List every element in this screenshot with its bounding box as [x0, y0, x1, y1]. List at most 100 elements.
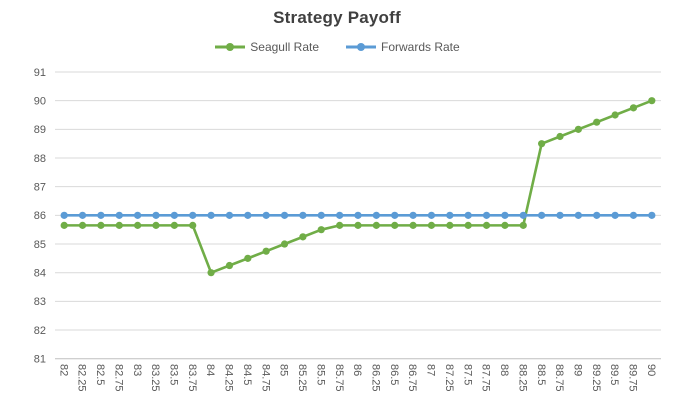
data-point-marker-seagull-rate — [317, 226, 325, 234]
data-point-marker-forwards-rate — [299, 211, 307, 219]
data-point-marker-seagull-rate — [336, 221, 344, 229]
data-point-marker-forwards-rate — [519, 211, 527, 219]
data-point-marker-seagull-rate — [556, 132, 564, 141]
y-axis-label: 89 — [34, 124, 46, 136]
data-point-marker-forwards-rate — [464, 211, 472, 219]
data-point-marker-forwards-rate — [409, 211, 417, 219]
data-point-marker-forwards-rate — [556, 211, 564, 219]
x-axis-label: 84.5 — [241, 364, 253, 385]
data-point-marker-seagull-rate — [134, 221, 142, 229]
forwards-rate-swatch-icon — [346, 43, 376, 51]
data-point-marker-seagull-rate — [519, 221, 527, 229]
legend-marker-swatch — [226, 43, 235, 51]
data-point-marker-seagull-rate — [280, 240, 289, 248]
data-point-marker-forwards-rate — [372, 211, 380, 219]
data-point-marker-seagull-rate — [244, 254, 252, 262]
data-point-marker-seagull-rate — [391, 221, 399, 229]
y-axis-label: 90 — [34, 96, 46, 108]
x-axis-label: 85.75 — [333, 364, 345, 392]
data-point-marker-forwards-rate — [78, 211, 87, 219]
data-point-marker-forwards-rate — [115, 211, 123, 219]
x-axis-label: 89.5 — [608, 364, 620, 385]
data-point-marker-forwards-rate — [446, 211, 454, 219]
legend-item-seagull-rate: Seagull Rate — [214, 40, 319, 54]
data-point-marker-forwards-rate — [611, 211, 619, 219]
data-point-marker-seagull-rate — [225, 261, 234, 270]
y-axis-label: 91 — [34, 67, 46, 79]
data-point-marker-forwards-rate — [538, 211, 546, 219]
data-point-marker-forwards-rate — [189, 211, 197, 219]
data-point-marker-seagull-rate — [464, 221, 472, 229]
x-axis-label: 86.25 — [370, 364, 382, 392]
data-point-marker-seagull-rate — [501, 221, 509, 229]
data-point-marker-forwards-rate — [501, 211, 509, 219]
data-point-marker-seagull-rate — [446, 221, 454, 229]
x-axis-label: 82.5 — [94, 364, 106, 385]
x-axis-label: 82.75 — [112, 364, 124, 392]
x-axis-label: 89 — [572, 364, 584, 376]
y-axis-label: 87 — [34, 182, 46, 194]
data-point-marker-forwards-rate — [152, 211, 160, 219]
data-point-marker-forwards-rate — [244, 211, 252, 219]
y-axis-label: 83 — [34, 296, 46, 308]
data-point-marker-seagull-rate — [611, 111, 619, 119]
data-point-marker-forwards-rate — [225, 211, 234, 219]
x-axis-label: 85 — [278, 364, 290, 376]
data-point-marker-forwards-rate — [427, 211, 436, 219]
legend-label-forwards-rate: Forwards Rate — [381, 40, 460, 54]
legend-label-seagull-rate: Seagull Rate — [250, 40, 319, 54]
x-axis-label: 82.25 — [76, 364, 88, 392]
x-axis-label: 85.5 — [314, 364, 326, 385]
y-axis-label: 88 — [34, 153, 46, 165]
legend-item-forwards-rate: Forwards Rate — [345, 40, 460, 54]
data-point-marker-seagull-rate — [354, 221, 362, 229]
data-point-marker-seagull-rate — [482, 221, 491, 229]
data-point-marker-seagull-rate — [427, 221, 436, 229]
data-point-marker-forwards-rate — [391, 211, 399, 219]
data-point-marker-forwards-rate — [262, 211, 270, 219]
data-point-marker-seagull-rate — [574, 125, 582, 133]
x-axis-label: 83.75 — [186, 364, 198, 392]
data-point-marker-forwards-rate — [648, 211, 656, 219]
x-axis-label: 83.5 — [168, 364, 180, 385]
data-point-marker-forwards-rate — [60, 211, 68, 219]
x-axis-label: 87.25 — [443, 364, 455, 392]
data-point-marker-seagull-rate — [629, 104, 638, 112]
data-point-marker-forwards-rate — [207, 211, 215, 219]
data-point-marker-forwards-rate — [482, 211, 491, 219]
data-point-marker-seagull-rate — [152, 221, 160, 229]
x-axis-label: 89.75 — [627, 364, 639, 392]
x-axis-label: 86.75 — [406, 364, 418, 392]
x-axis-label: 82 — [57, 364, 69, 376]
data-point-marker-seagull-rate — [409, 221, 417, 229]
data-point-marker-seagull-rate — [97, 221, 105, 229]
data-point-marker-seagull-rate — [115, 221, 123, 229]
chart-legend: Seagull Rate Forwards Rate — [0, 40, 674, 54]
data-point-marker-seagull-rate — [538, 140, 546, 148]
y-axis-label: 84 — [34, 268, 46, 280]
x-axis-label: 87.75 — [480, 364, 492, 392]
data-point-marker-forwards-rate — [354, 211, 362, 219]
data-point-marker-seagull-rate — [170, 221, 178, 229]
data-point-marker-forwards-rate — [317, 211, 325, 219]
x-axis-label: 88.75 — [553, 364, 565, 392]
x-axis-label: 86.5 — [388, 364, 400, 385]
data-point-marker-seagull-rate — [372, 221, 380, 229]
data-point-marker-seagull-rate — [299, 233, 307, 241]
data-point-marker-forwards-rate — [134, 211, 142, 219]
data-point-marker-forwards-rate — [593, 211, 601, 219]
chart-title: Strategy Payoff — [273, 8, 401, 27]
x-axis-label: 84.25 — [223, 364, 235, 392]
x-axis-label: 90 — [645, 364, 657, 376]
x-axis-label: 88.5 — [535, 364, 547, 385]
x-axis-label: 83 — [131, 364, 143, 376]
data-point-marker-forwards-rate — [629, 211, 638, 219]
x-axis-label: 87 — [425, 364, 437, 376]
seagull-rate-swatch-icon — [215, 43, 246, 51]
y-axis-label: 86 — [34, 210, 46, 222]
x-axis-label: 84 — [204, 364, 216, 376]
data-point-marker-seagull-rate — [78, 221, 87, 229]
data-point-marker-forwards-rate — [170, 211, 178, 219]
x-axis-label: 86 — [351, 364, 363, 376]
